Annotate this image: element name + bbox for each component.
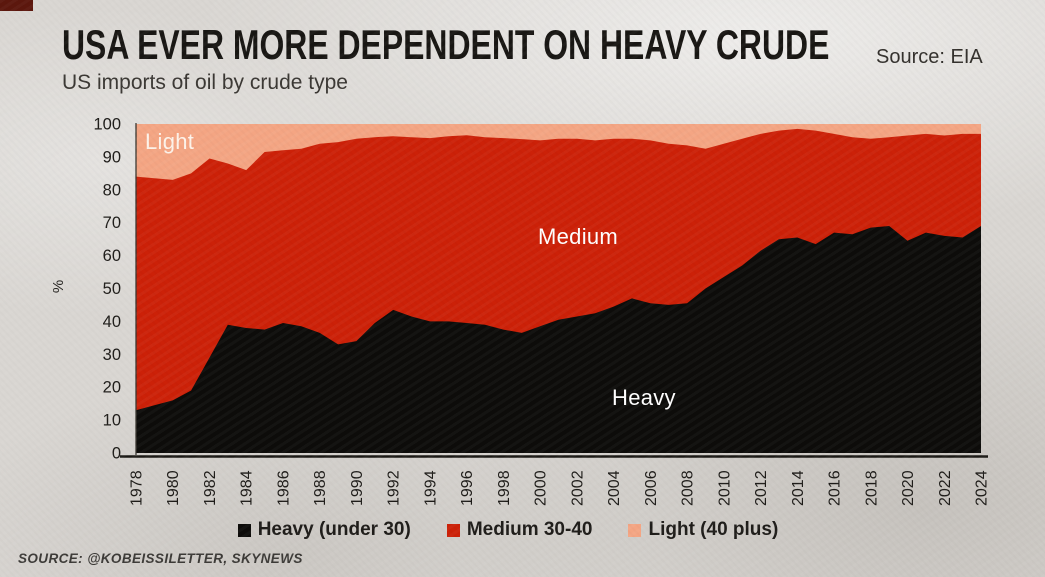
area-label-heavy: Heavy [612,385,676,410]
y-tick-label: 100 [93,116,121,134]
y-tick-label: 0 [112,445,121,463]
legend-swatch-heavy-icon [237,523,251,537]
attribution-source: SOURCE: @KOBEISSILETTER, SKYNEWS [18,551,303,566]
x-tick-label: 1978 [129,470,146,506]
y-tick-label: 20 [103,379,121,397]
chart-legend: Heavy (under 30) Medium 30-40 Light (40 … [0,519,1016,541]
corner-banner-fragment [0,0,33,11]
x-tick-label: 1996 [459,470,476,506]
x-tick-label: 1994 [422,470,439,506]
legend-item-medium: Medium 30-40 [446,519,593,541]
legend-label-medium: Medium 30-40 [466,519,593,540]
area-label-light: Light [145,129,195,154]
x-tick-label: 2016 [827,470,844,506]
x-tick-label: 1992 [386,470,403,506]
x-tick-label: 2010 [716,470,733,506]
page-title: USA EVER MORE DEPENDENT ON HEAVY CRUDE [62,21,830,68]
y-tick-label: 70 [103,214,121,232]
x-tick-label: 1982 [202,470,219,506]
y-tick-label: 40 [103,313,121,331]
area-heavy-fill [136,226,981,453]
x-tick-label: 2000 [533,470,550,506]
y-tick-label: 30 [103,346,121,364]
x-tick-label: 1988 [312,470,329,506]
legend-label-light: Light (40 plus) [648,519,779,540]
legend-swatch-medium-icon [446,523,460,537]
y-tick-label: 60 [103,247,121,265]
legend-swatch-light-icon [628,523,642,537]
x-tick-label: 1990 [349,470,366,506]
y-tick-label: 50 [103,280,121,298]
x-tick-label: 2012 [753,470,770,506]
x-tick-label: 2006 [643,470,660,506]
x-tick-label: 1980 [165,470,182,506]
legend-item-light: Light (40 plus) [628,519,778,541]
x-tick-label: 2024 [974,470,991,506]
x-tick-label: 2022 [937,470,954,506]
legend-item-heavy: Heavy (under 30) [237,519,411,541]
x-tick-label: 1998 [496,470,513,506]
x-tick-label: 1984 [239,470,256,506]
x-tick-label: 2018 [863,470,880,506]
legend-label-heavy: Heavy (under 30) [257,519,411,540]
data-source-label: Source: EIA [876,46,983,68]
y-axis-title: % [50,279,68,294]
x-tick-label: 1986 [276,470,293,506]
y-tick-label: 90 [103,148,121,166]
y-tick-label: 10 [103,412,121,430]
x-tick-label: 2008 [680,470,697,506]
x-tick-label: 2004 [606,470,623,506]
chart-subtitle: US imports of oil by crude type [62,71,348,94]
area-label-medium: Medium [538,224,619,249]
x-tick-label: 2020 [900,470,917,506]
y-tick-label: 80 [103,181,121,199]
x-tick-label: 2002 [569,470,586,506]
x-tick-label: 2014 [790,470,807,506]
